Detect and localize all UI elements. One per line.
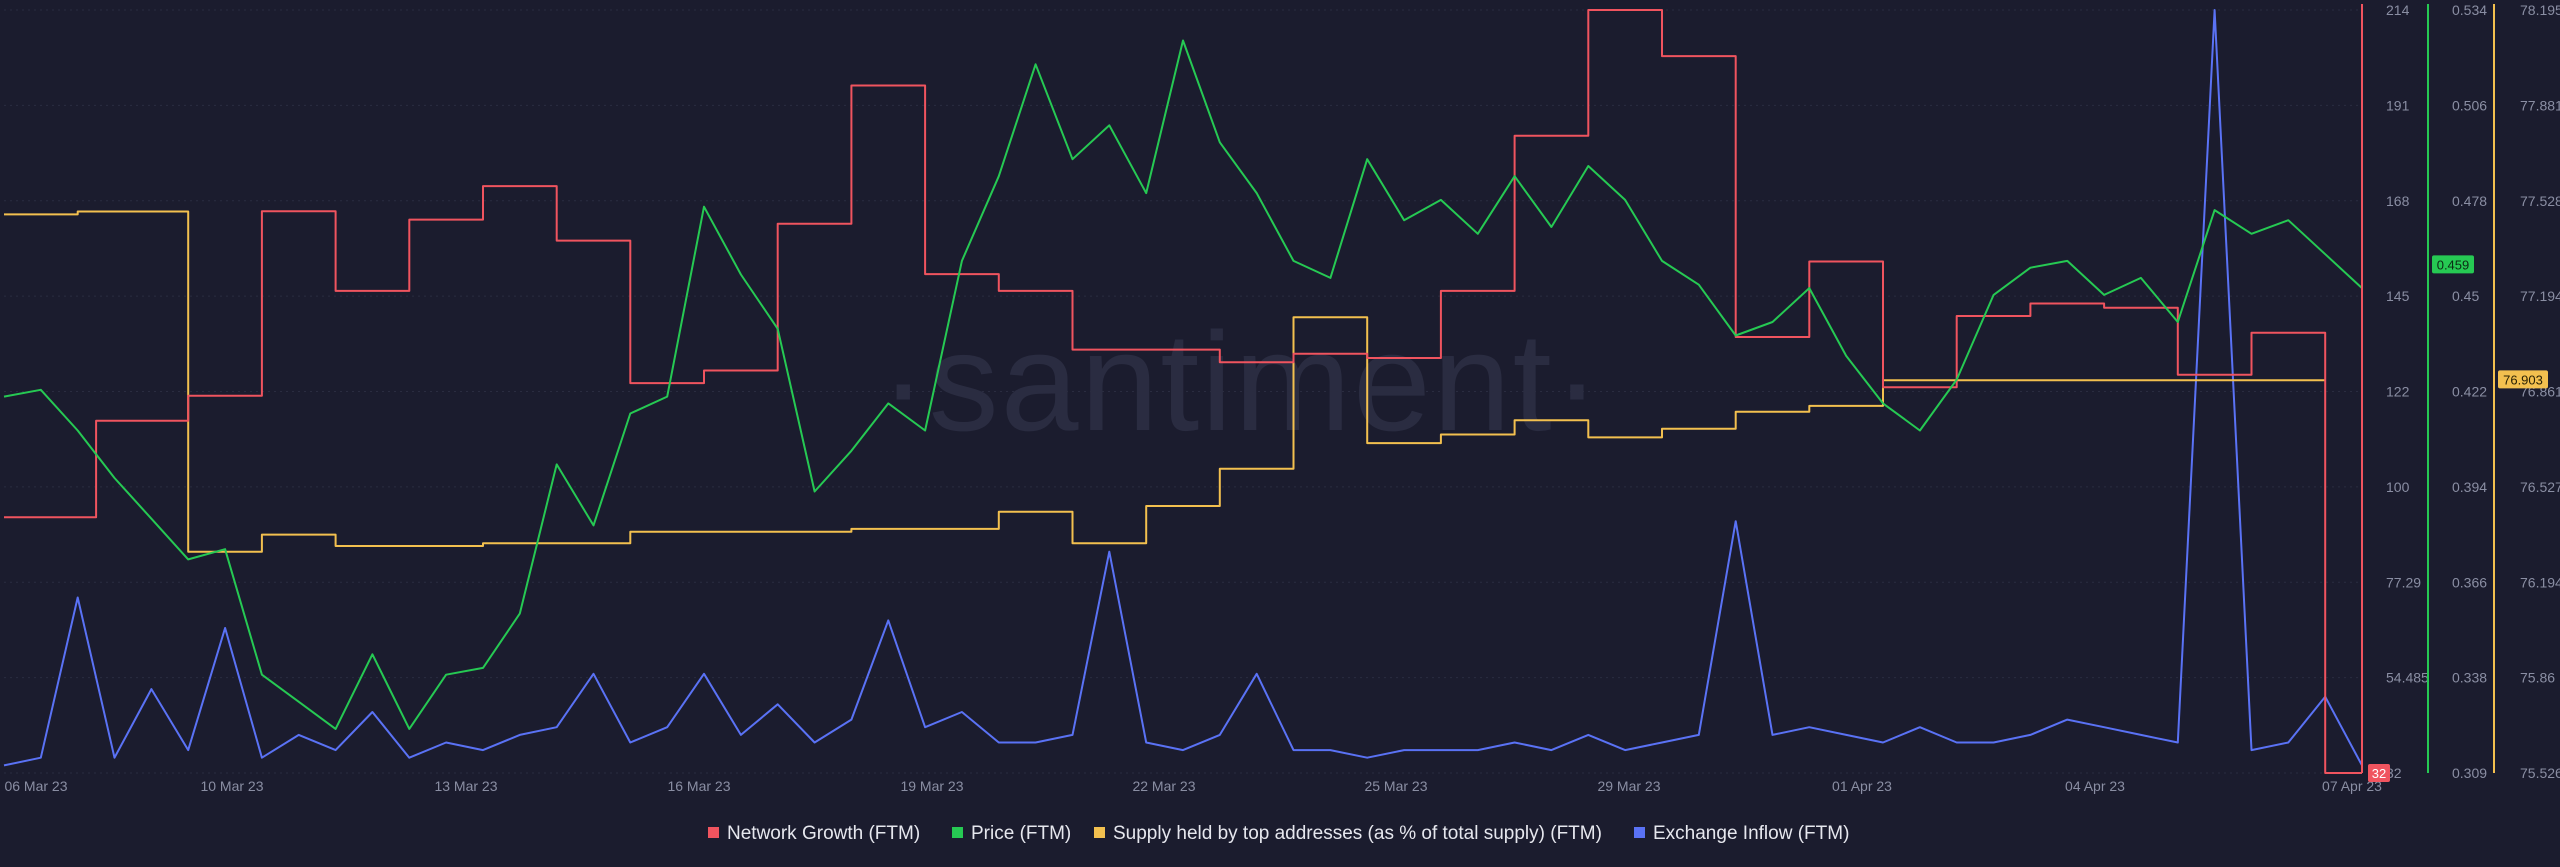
supply-axis-tick: 76.527: [2520, 479, 2560, 495]
legend-item-supply-swatch: [1094, 827, 1105, 838]
price-axis-tick: 0.45: [2452, 288, 2479, 304]
supply-current-badge-bg: [2498, 370, 2548, 389]
current-value-badges: 32 0.459 76.903: [2368, 255, 2548, 782]
legend: Network Growth (FTM) Price (FTM) Supply he…: [708, 823, 1849, 844]
price-axis-tick: 0.338: [2452, 670, 2487, 686]
network-growth-axis-tick: 214: [2386, 2, 2410, 18]
price-axis-tick: 0.478: [2452, 193, 2487, 209]
series-supply-line: [4, 210, 2326, 553]
x-axis-tick: 19 Mar 23: [900, 778, 963, 794]
network-growth-current-badge-bg: [2368, 764, 2390, 782]
series-layer: [3, 9, 2363, 774]
network-growth-axis-tick: 77.29: [2386, 574, 2421, 590]
price-axis-tick: 0.366: [2452, 574, 2487, 590]
price-axis-tick: 0.506: [2452, 97, 2487, 113]
legend-item-exchange-inflow[interactable]: Exchange Inflow (FTM): [1653, 823, 1849, 844]
x-axis-tick: 13 Mar 23: [434, 778, 497, 794]
axes-layer: 214 191 168 145 122 100 77.29 54.485 32 0.534 0.50…: [2361, 2, 2560, 781]
network-growth-axis-tick: 54.485: [2386, 670, 2429, 686]
supply-current-badge: 76.903: [2503, 372, 2543, 387]
legend-item-supply[interactable]: Supply held by top addresses (as % of to…: [1113, 823, 1602, 844]
supply-axis-tick: 77.528: [2520, 193, 2560, 209]
network-growth-axis-tick: 100: [2386, 479, 2410, 495]
network-growth-axis-tick: 122: [2386, 384, 2410, 400]
supply-axis-tick: 77.881: [2520, 97, 2560, 113]
price-current-badge: 0.459: [2437, 257, 2470, 272]
x-axis: 06 Mar 23 10 Mar 23 13 Mar 23 16 Mar 23 19 M…: [4, 778, 2382, 794]
legend-item-price[interactable]: Price (FTM): [971, 823, 1071, 844]
legend-item-price-swatch: [952, 827, 963, 838]
price-axis-tick: 0.394: [2452, 479, 2487, 495]
legend-item-network-growth-swatch: [708, 827, 719, 838]
x-axis-tick: 07 Apr 23: [2322, 778, 2382, 794]
supply-axis-tick: 78.195: [2520, 2, 2560, 18]
x-axis-tick: 25 Mar 23: [1364, 778, 1427, 794]
legend-item-network-growth[interactable]: Network Growth (FTM): [727, 823, 920, 844]
x-axis-tick: 29 Mar 23: [1597, 778, 1660, 794]
x-axis-tick: 16 Mar 23: [667, 778, 730, 794]
price-current-badge-bg: [2432, 255, 2474, 274]
price-axis-tick: 0.534: [2452, 2, 2487, 18]
legend-item-exchange-inflow-swatch: [1634, 827, 1645, 838]
x-axis-tick: 22 Mar 23: [1132, 778, 1195, 794]
x-axis-tick: 04 Apr 23: [2065, 778, 2125, 794]
supply-axis-tick: 75.526: [2520, 765, 2560, 781]
supply-axis-tick: 77.194: [2520, 288, 2560, 304]
price-axis-tick: 0.309: [2452, 765, 2487, 781]
network-growth-current-badge: 32: [2372, 766, 2386, 781]
network-growth-axis-tick: 191: [2386, 97, 2410, 113]
x-axis-tick: 01 Apr 23: [1832, 778, 1892, 794]
network-growth-axis-tick: 168: [2386, 193, 2410, 209]
supply-axis-tick: 76.194: [2520, 574, 2560, 590]
supply-axis-tick: 75.86: [2520, 670, 2555, 686]
santiment-watermark: ·santiment·: [880, 303, 1602, 460]
network-growth-axis-tick: 145: [2386, 288, 2410, 304]
x-axis-tick: 10 Mar 23: [200, 778, 263, 794]
x-axis-tick: 06 Mar 23: [4, 778, 67, 794]
price-axis-tick: 0.422: [2452, 384, 2487, 400]
